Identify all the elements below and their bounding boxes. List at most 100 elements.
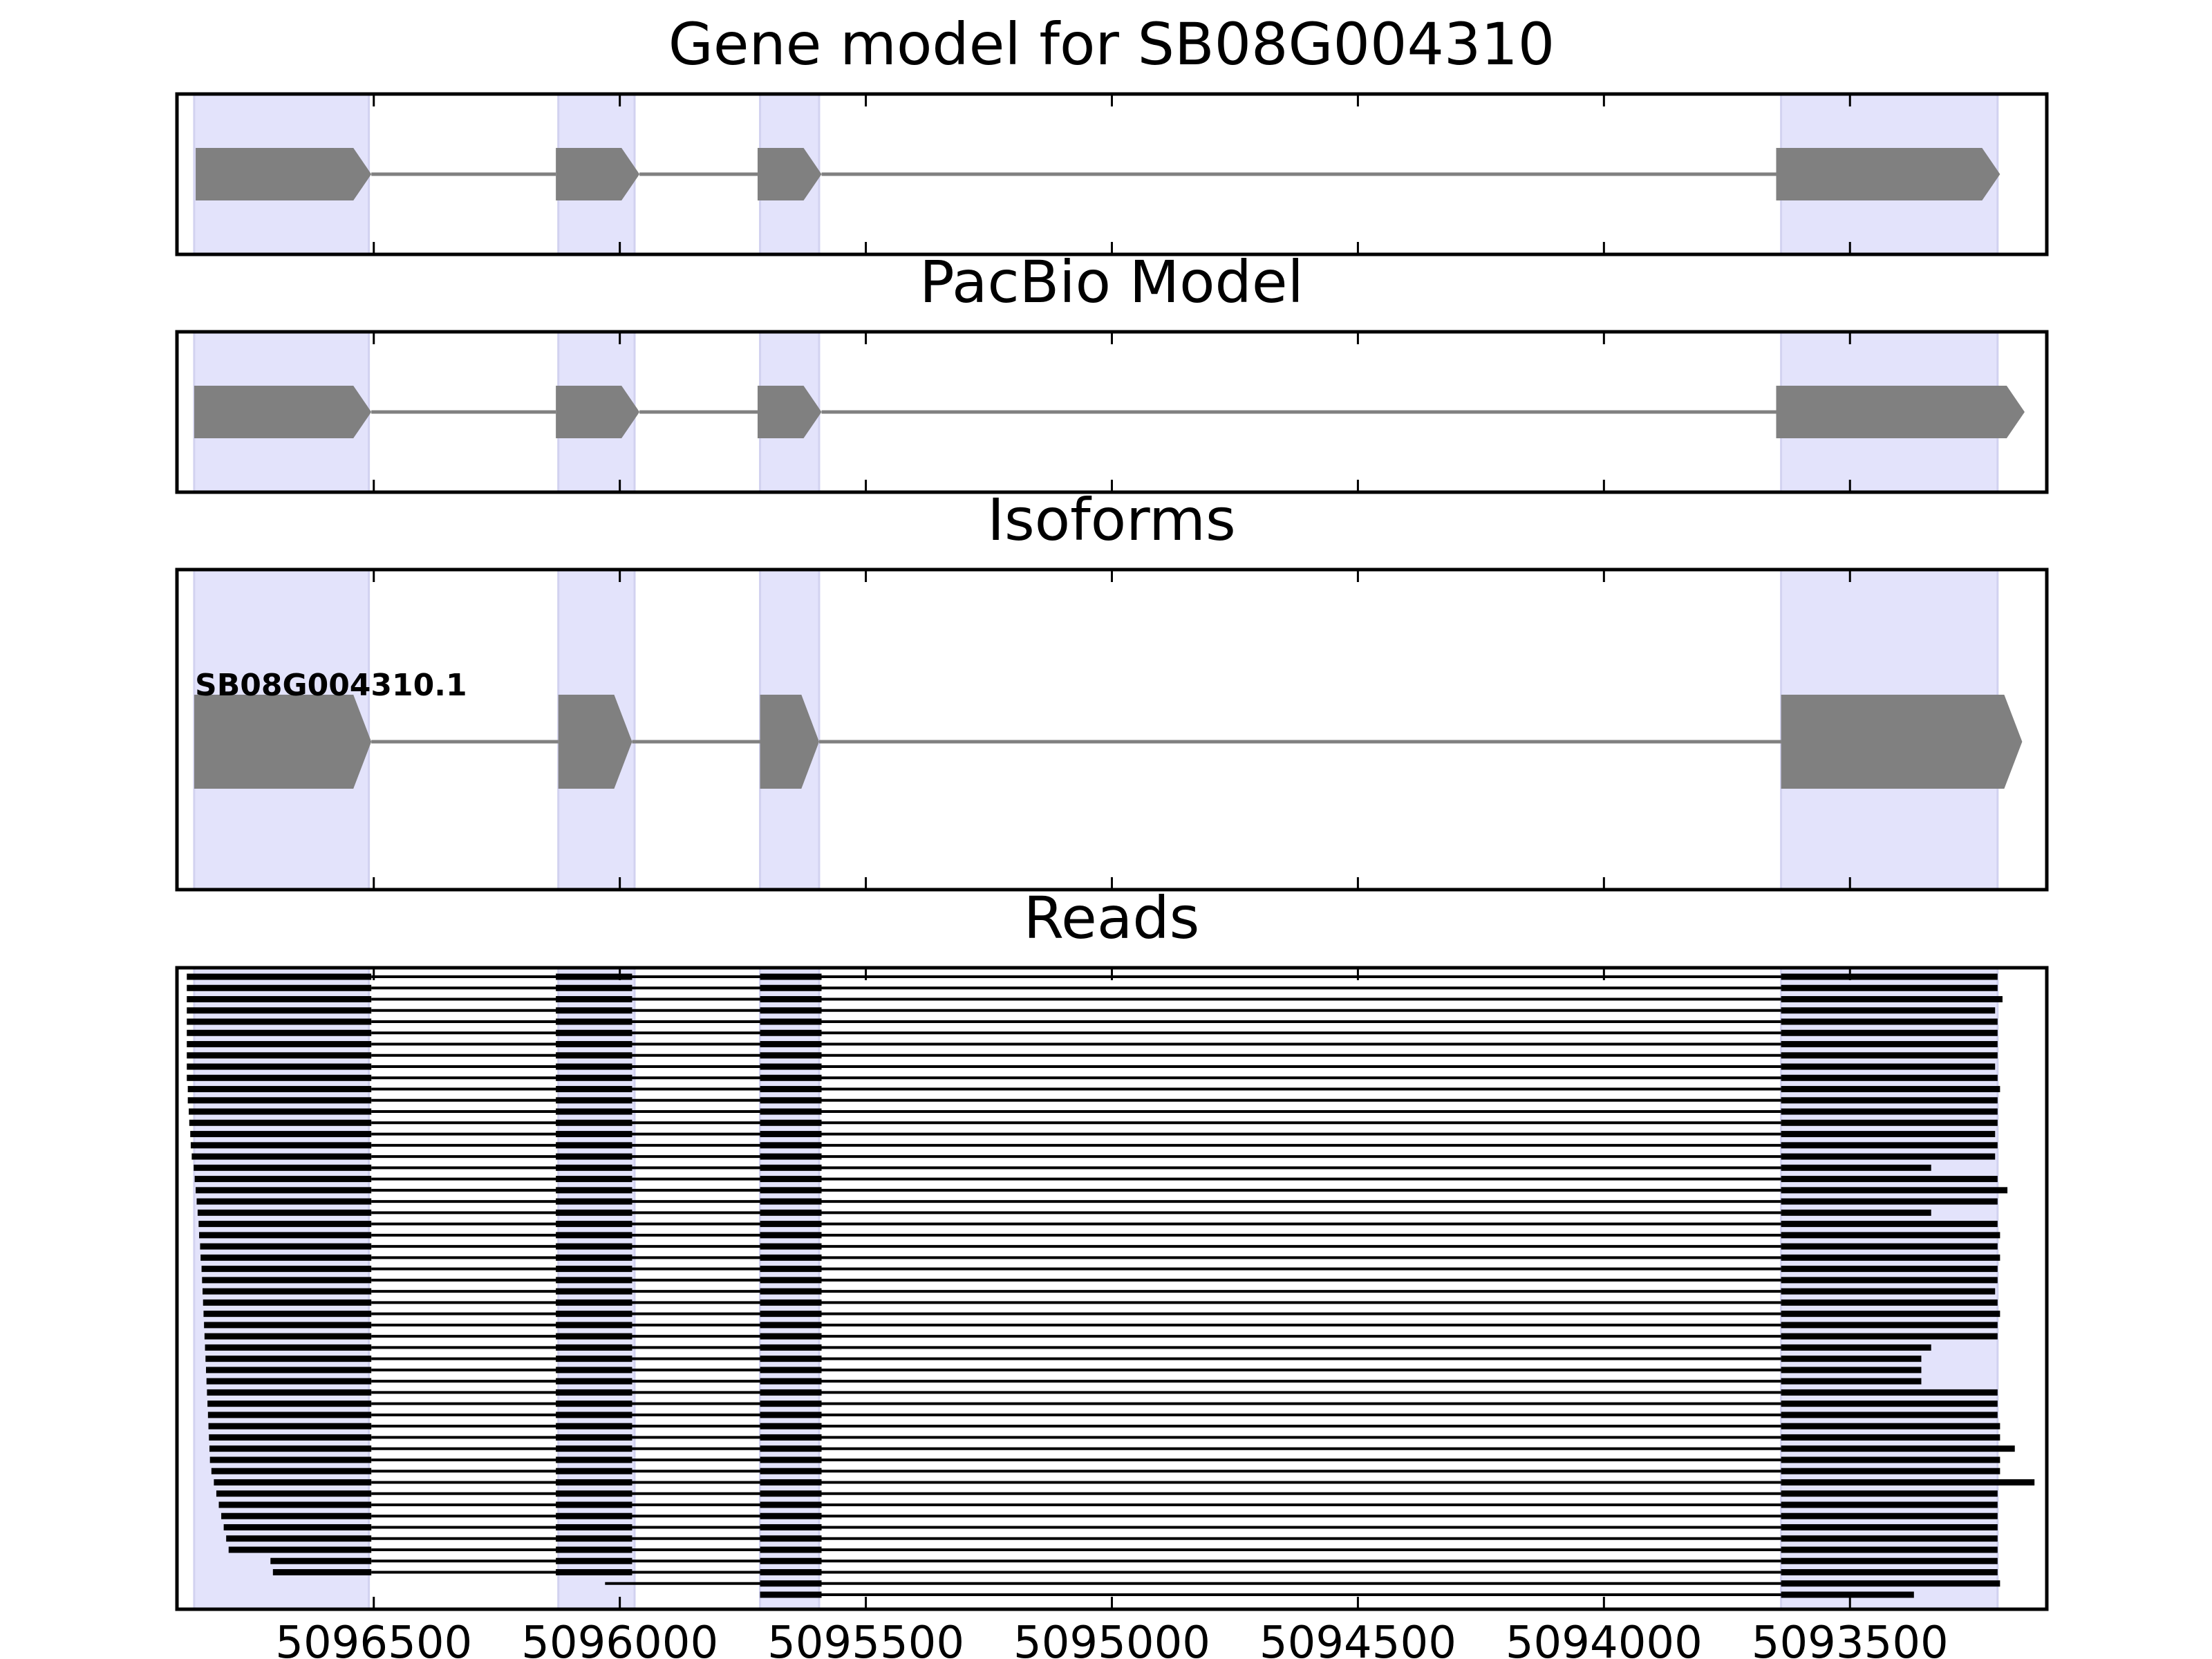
- read-exon-segment: [760, 1591, 822, 1598]
- reads-frame: [175, 966, 2049, 1611]
- x-tick-label: 5094000: [1506, 1618, 1703, 1659]
- read-exon-segment: [1781, 1333, 1998, 1340]
- read-exon-segment: [205, 1367, 372, 1374]
- read-exon-segment: [204, 1333, 372, 1340]
- x-tick-label: 5096000: [521, 1618, 718, 1659]
- read-exon-segment: [187, 1029, 372, 1036]
- pacbio-model-panel: PacBio Model: [175, 248, 2049, 494]
- read-exon-segment: [189, 1108, 372, 1115]
- read-exon-segment: [1781, 1029, 1998, 1036]
- read-exon-segment: [199, 1232, 372, 1239]
- x-tick-label: 5096500: [275, 1618, 472, 1659]
- read-exon-segment: [205, 1344, 372, 1351]
- read-exon-segment: [197, 1209, 372, 1216]
- read-exon-segment: [226, 1535, 372, 1542]
- exon-block: [760, 695, 819, 789]
- read-exon-segment: [1781, 1322, 1998, 1329]
- read-exon-segment: [1781, 1119, 1998, 1126]
- isoforms-ticks: [373, 570, 1851, 890]
- exon-block: [194, 695, 372, 789]
- read-exon-segment: [216, 1490, 372, 1497]
- read-exon-segment: [194, 1164, 372, 1171]
- read-exon-segment: [1781, 1052, 1998, 1059]
- isoforms-frame: [175, 568, 2049, 892]
- read-exon-segment: [187, 984, 372, 991]
- exon-block: [194, 386, 372, 438]
- x-tick-labels: 5096500 5096000 5095500 5095000 5094500 50940…: [275, 1618, 1949, 1659]
- read-exon-segment: [272, 1568, 372, 1575]
- pacbio-model-ticks: [373, 332, 1851, 492]
- exon-block: [196, 148, 372, 200]
- read-exon-segment: [1781, 1445, 2015, 1452]
- read-exon-segment: [1781, 1041, 1998, 1048]
- x-tick-label: 5095500: [767, 1618, 964, 1659]
- read-exon-segment: [187, 1041, 372, 1048]
- read-exon-segment: [187, 1052, 372, 1059]
- exon-block: [757, 148, 822, 200]
- read-exon-segment: [1781, 1198, 1998, 1205]
- read-exon-segment: [187, 1097, 372, 1104]
- read-exon-segment: [1781, 1209, 1931, 1216]
- read-exon-segment: [1781, 1176, 1998, 1183]
- read-exon-segment: [1781, 996, 2003, 1003]
- read-exon-segment: [1781, 1086, 2000, 1093]
- read-exon-segment: [209, 1445, 372, 1452]
- read-exon-segment: [1781, 1367, 1922, 1374]
- read-exon-segment: [1781, 1423, 2000, 1430]
- read-exon-segment: [223, 1524, 372, 1530]
- read-exon-segment: [1781, 1456, 2000, 1463]
- gene-model-frame: [175, 92, 2049, 256]
- read-exon-segment: [207, 1412, 372, 1418]
- read-exon-segment: [204, 1322, 372, 1329]
- reads-title: Reads: [1024, 884, 1200, 952]
- isoforms-title: Isoforms: [987, 486, 1236, 554]
- read-exon-segment: [1781, 1546, 1998, 1553]
- read-exon-segment: [187, 996, 372, 1003]
- read-exon-segment: [1781, 1356, 1922, 1362]
- read-exon-segment: [1781, 1434, 2000, 1441]
- read-exon-segment: [1781, 1097, 1998, 1104]
- read-exon-segment: [187, 1018, 372, 1025]
- read-exon-segment: [208, 1423, 372, 1430]
- exon-block: [757, 386, 822, 438]
- x-tick-label: 5095000: [1013, 1618, 1210, 1659]
- pacbio-model-frame: [175, 330, 2049, 494]
- read-exon-segment: [1781, 1568, 1998, 1575]
- read-exon-segment: [1781, 1490, 1998, 1497]
- read-exon-segment: [1781, 1108, 1998, 1115]
- read-exon-segment: [1781, 1501, 1998, 1508]
- read-exon-segment: [207, 1389, 372, 1396]
- isoforms-panel: Isoforms SB08G004310.1: [175, 486, 2049, 892]
- read-exon-segment: [1781, 1524, 1998, 1530]
- exon-block: [1781, 695, 2023, 789]
- read-exon-segment: [187, 1007, 372, 1014]
- read-exon-segment: [1781, 1063, 1996, 1070]
- isoform-label: SB08G004310.1: [195, 668, 467, 703]
- read-exon-segment: [202, 1277, 372, 1284]
- x-tick-label: 5093500: [1752, 1618, 1949, 1659]
- read-exon-segment: [1781, 1277, 1998, 1284]
- read-exon-segment: [200, 1254, 372, 1261]
- read-exon-segment: [187, 973, 372, 980]
- read-exon-segment: [1781, 984, 1998, 991]
- read-exon-segment: [194, 1176, 372, 1183]
- read-exon-segment: [207, 1400, 372, 1407]
- read-exon-segment: [1781, 1131, 1996, 1138]
- read-exon-segment: [187, 1074, 372, 1081]
- read-exon-segment: [221, 1512, 372, 1519]
- read-exon-segment: [1781, 1535, 1998, 1542]
- read-exon-segment: [214, 1479, 372, 1485]
- read-exon-segment: [228, 1546, 372, 1553]
- read-exon-segment: [200, 1243, 372, 1250]
- read-exon-segment: [1781, 1074, 1998, 1081]
- reads-ticks: [373, 968, 1851, 1609]
- read-exon-segment: [1781, 1400, 1998, 1407]
- read-exon-segment: [1781, 1221, 1998, 1228]
- exon-block: [558, 695, 632, 789]
- read-exon-segment: [1781, 1187, 2008, 1194]
- read-exon-segment: [203, 1311, 372, 1318]
- read-exon-segment: [1781, 1344, 1931, 1351]
- read-exon-segment: [1781, 1512, 1998, 1519]
- isoform-features: [194, 695, 2023, 789]
- x-tick-label: 5094500: [1259, 1618, 1456, 1659]
